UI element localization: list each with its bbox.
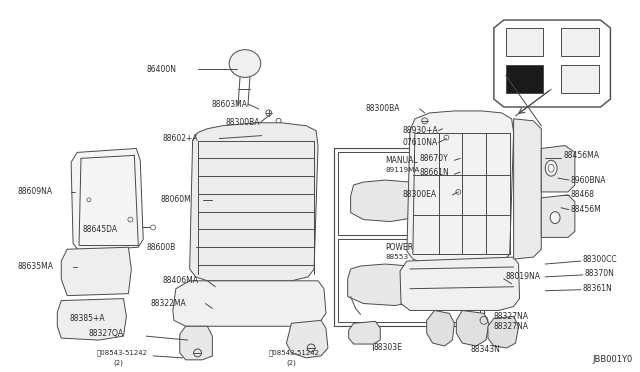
Text: (2): (2) xyxy=(113,360,124,366)
Text: 88370N: 88370N xyxy=(585,269,614,278)
Text: 88300BA: 88300BA xyxy=(225,118,260,127)
Text: 88322MA: 88322MA xyxy=(150,299,186,308)
Polygon shape xyxy=(351,180,425,222)
Polygon shape xyxy=(348,264,427,305)
Polygon shape xyxy=(407,111,514,265)
Polygon shape xyxy=(456,311,489,346)
Polygon shape xyxy=(287,320,328,358)
Text: 88635MA: 88635MA xyxy=(18,263,54,272)
Text: 88303E: 88303E xyxy=(373,343,402,353)
Bar xyxy=(338,239,480,322)
Text: 88553: 88553 xyxy=(385,254,408,260)
Polygon shape xyxy=(349,321,380,344)
Text: 88456M: 88456M xyxy=(571,205,602,214)
Text: 88327NA: 88327NA xyxy=(494,312,529,321)
Polygon shape xyxy=(561,28,598,56)
Text: Ⓝ08543-51242: Ⓝ08543-51242 xyxy=(269,350,319,356)
Polygon shape xyxy=(506,65,543,93)
Text: 89119MA: 89119MA xyxy=(385,167,420,173)
Text: 88603MA: 88603MA xyxy=(211,100,248,109)
Text: POWER: POWER xyxy=(385,243,413,252)
Text: 88327NA: 88327NA xyxy=(494,322,529,331)
Polygon shape xyxy=(561,65,598,93)
Polygon shape xyxy=(488,316,518,348)
Text: 88361N: 88361N xyxy=(583,284,612,293)
Text: 88930+A: 88930+A xyxy=(403,126,439,135)
Text: 88406MA: 88406MA xyxy=(163,276,199,285)
Ellipse shape xyxy=(545,160,557,176)
Text: 88456MA: 88456MA xyxy=(563,151,599,160)
Text: 86400N: 86400N xyxy=(146,65,176,74)
Text: JBB001Y0: JBB001Y0 xyxy=(593,355,633,364)
Text: 88602+A: 88602+A xyxy=(163,134,198,143)
Text: 88300BA: 88300BA xyxy=(365,105,400,113)
Polygon shape xyxy=(541,145,575,192)
Polygon shape xyxy=(506,28,543,56)
Text: 88060M: 88060M xyxy=(160,195,191,204)
Text: 88343N: 88343N xyxy=(470,346,500,355)
Text: 07610NA: 07610NA xyxy=(403,138,438,147)
Text: 88300EA: 88300EA xyxy=(403,190,437,199)
Text: (2): (2) xyxy=(287,360,296,366)
Polygon shape xyxy=(494,20,611,107)
Text: 8960BNA: 8960BNA xyxy=(571,176,607,185)
Text: 88600B: 88600B xyxy=(146,243,175,252)
Bar xyxy=(334,148,484,326)
Polygon shape xyxy=(58,299,127,340)
Bar xyxy=(338,153,480,235)
Polygon shape xyxy=(61,247,131,296)
Text: 88670Y: 88670Y xyxy=(420,154,449,163)
Polygon shape xyxy=(427,311,454,346)
Ellipse shape xyxy=(229,50,260,77)
Polygon shape xyxy=(180,326,212,360)
Text: 88385+A: 88385+A xyxy=(69,314,105,323)
Polygon shape xyxy=(514,119,541,259)
Text: 88645DA: 88645DA xyxy=(83,225,118,234)
Polygon shape xyxy=(173,281,326,326)
Polygon shape xyxy=(189,123,318,281)
Polygon shape xyxy=(71,148,143,251)
Text: 88327QA: 88327QA xyxy=(89,329,124,338)
Ellipse shape xyxy=(550,212,560,224)
Text: 88468: 88468 xyxy=(571,190,595,199)
Text: MANUAL: MANUAL xyxy=(385,156,418,165)
Text: 88300CC: 88300CC xyxy=(583,254,618,264)
Text: 88609NA: 88609NA xyxy=(18,187,53,196)
Polygon shape xyxy=(541,195,575,237)
Text: 88661N: 88661N xyxy=(420,168,449,177)
Polygon shape xyxy=(400,257,520,311)
Text: 88019NA: 88019NA xyxy=(506,272,541,281)
Text: Ⓝ08543-51242: Ⓝ08543-51242 xyxy=(97,350,148,356)
